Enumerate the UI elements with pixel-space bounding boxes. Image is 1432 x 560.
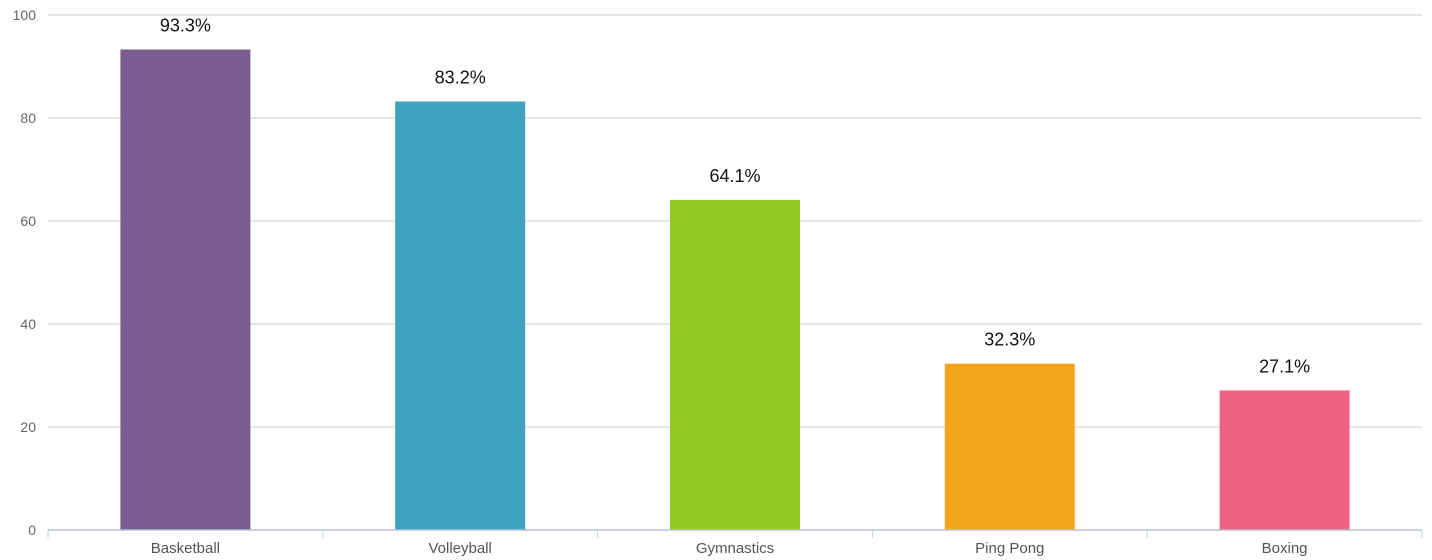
x-category-label: Volleyball: [429, 540, 492, 557]
y-tick-label: 100: [13, 7, 37, 23]
y-tick-label: 20: [20, 419, 36, 435]
data-label: 64.1%: [709, 166, 760, 186]
y-axis-tick-labels: 0 20 40 60 80 100: [13, 7, 37, 538]
x-category-label: Boxing: [1262, 540, 1308, 557]
x-axis-category-labels: Basketball Volleyball Gymnastics Ping Pong B…: [151, 540, 1308, 557]
data-labels: 93.3% 83.2% 64.1% 32.3% 27.1%: [160, 16, 1310, 377]
bar-basketball[interactable]: [120, 49, 251, 530]
x-axis: [47, 529, 1423, 538]
bars: [120, 49, 1350, 531]
bar-boxing[interactable]: [1219, 390, 1350, 530]
bar-ping-pong[interactable]: [944, 363, 1075, 530]
y-tick-label: 60: [20, 213, 36, 229]
x-category-label: Ping Pong: [975, 540, 1044, 557]
y-tick-label: 0: [28, 522, 36, 538]
bar-volleyball[interactable]: [395, 101, 526, 531]
data-label: 93.3%: [160, 16, 211, 36]
x-category-label: Basketball: [151, 540, 220, 557]
data-label: 27.1%: [1259, 356, 1310, 376]
y-tick-label: 80: [20, 110, 36, 126]
data-label: 83.2%: [435, 68, 486, 88]
x-category-label: Gymnastics: [696, 540, 774, 557]
y-tick-label: 40: [20, 316, 36, 332]
data-label: 32.3%: [984, 330, 1035, 350]
bar-gymnastics[interactable]: [670, 199, 800, 530]
